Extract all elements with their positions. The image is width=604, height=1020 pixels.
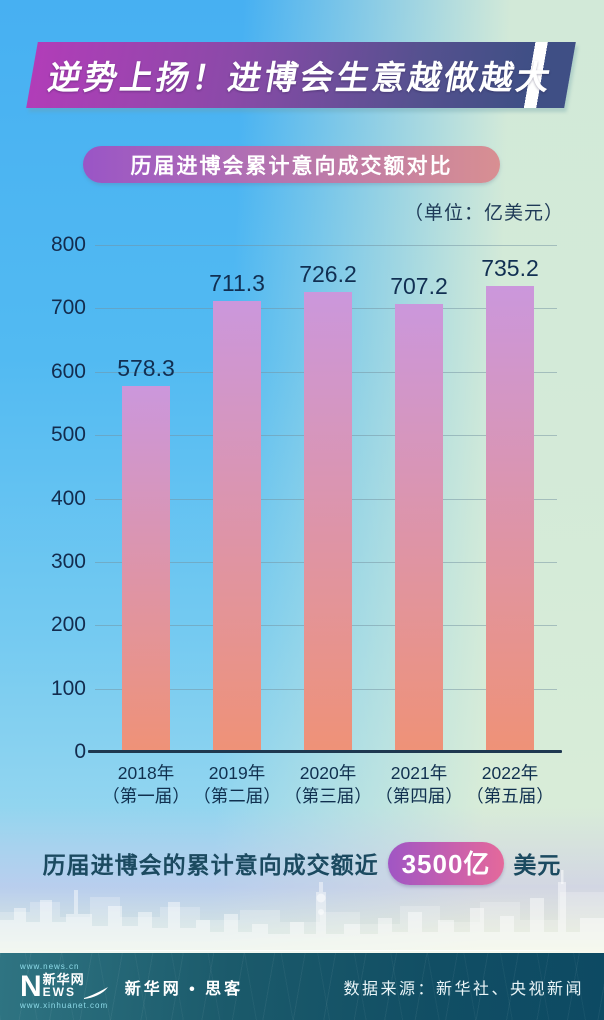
x-label-session: （第五届） (466, 786, 554, 806)
summary-row: 历届进博会的累计意向成交额近 3500亿 美元 (0, 840, 604, 886)
chart-subtitle-pill: 历届进博会累计意向成交额对比 (83, 146, 500, 183)
unit-label: （单位：亿美元） (403, 203, 564, 224)
x-label-session: （第一届） (102, 786, 190, 806)
bar-2019年 (213, 301, 261, 752)
y-axis-tick-300: 300 (50, 549, 86, 573)
y-axis-tick-800: 800 (50, 233, 86, 256)
bar-value-label: 578.3 (117, 354, 175, 381)
summary-prefix: 历届进博会的累计意向成交额近 (42, 852, 379, 878)
brand-text: 新华网 • 思客 (124, 980, 244, 998)
gridline-800 (95, 245, 557, 246)
bar-2018年 (122, 385, 170, 752)
x-label-year: 2022年 (481, 763, 539, 783)
x-axis-line (88, 750, 562, 753)
x-label-session: （第四届） (375, 786, 463, 806)
logo-stack: 新华网 EWS (43, 973, 85, 998)
x-label-year: 2020年 (299, 763, 357, 783)
bar-2021年 (395, 303, 443, 752)
footer-left: www.news.cn N 新华网 EWS www.xinhuanet.com … (20, 963, 243, 1010)
summary-highlight-pill: 3500亿 (387, 841, 505, 885)
bar-value-label: 707.2 (390, 272, 448, 299)
logo-letter-n: N (20, 970, 42, 1003)
xinhuanet-logo: www.news.cn N 新华网 EWS www.xinhuanet.com (20, 963, 109, 1010)
y-axis-tick-700: 700 (50, 296, 86, 320)
y-axis-tick-100: 100 (50, 676, 86, 700)
x-axis-label-2022年: 2022年 （第五届） (448, 762, 572, 808)
y-axis-tick-400: 400 (50, 486, 86, 510)
y-axis-tick-600: 600 (50, 359, 86, 383)
logo-letters-ews: EWS (42, 985, 77, 999)
bar-value-label: 711.3 (209, 270, 265, 297)
summary-suffix: 美元 (513, 852, 562, 878)
x-label-session: （第三届） (284, 786, 372, 806)
xinhuanet-logo-mark: N 新华网 EWS (20, 970, 109, 1003)
logo-chinese-name: 新华网 (42, 972, 85, 987)
bar-2022年 (486, 286, 534, 752)
bar-value-label: 726.2 (299, 260, 357, 287)
footer-divider (70, 950, 582, 951)
x-axis-label-2020年: 2020年 （第三届） (266, 762, 390, 808)
data-source-text: 数据来源：新华社、央视新闻 (343, 980, 584, 998)
x-axis-label-2018年: 2018年 （第一届） (84, 762, 208, 808)
y-axis-tick-500: 500 (50, 423, 86, 447)
bar-value-label: 735.2 (481, 255, 539, 282)
bar-2020年 (304, 291, 352, 752)
y-axis-tick-200: 200 (50, 613, 86, 637)
y-axis-tick-0: 0 (74, 740, 86, 763)
footer-bar: www.news.cn N 新华网 EWS www.xinhuanet.com … (0, 953, 604, 1020)
chart-subtitle: 历届进博会累计意向成交额对比 (130, 154, 453, 178)
x-label-year: 2019年 (208, 763, 266, 783)
x-label-year: 2018年 (117, 763, 175, 783)
x-label-session: （第二届） (193, 786, 281, 806)
logo-bottom-url: www.xinhuanet.com (20, 1001, 109, 1010)
city-skyline-illustration (0, 870, 604, 954)
logo-swoosh-icon (83, 987, 108, 999)
logo-top-url: www.news.cn (20, 962, 80, 971)
x-axis-label-2019年: 2019年 （第二届） (175, 762, 299, 808)
x-axis-label-2021年: 2021年 （第四届） (357, 762, 481, 808)
x-label-year: 2021年 (390, 763, 448, 783)
